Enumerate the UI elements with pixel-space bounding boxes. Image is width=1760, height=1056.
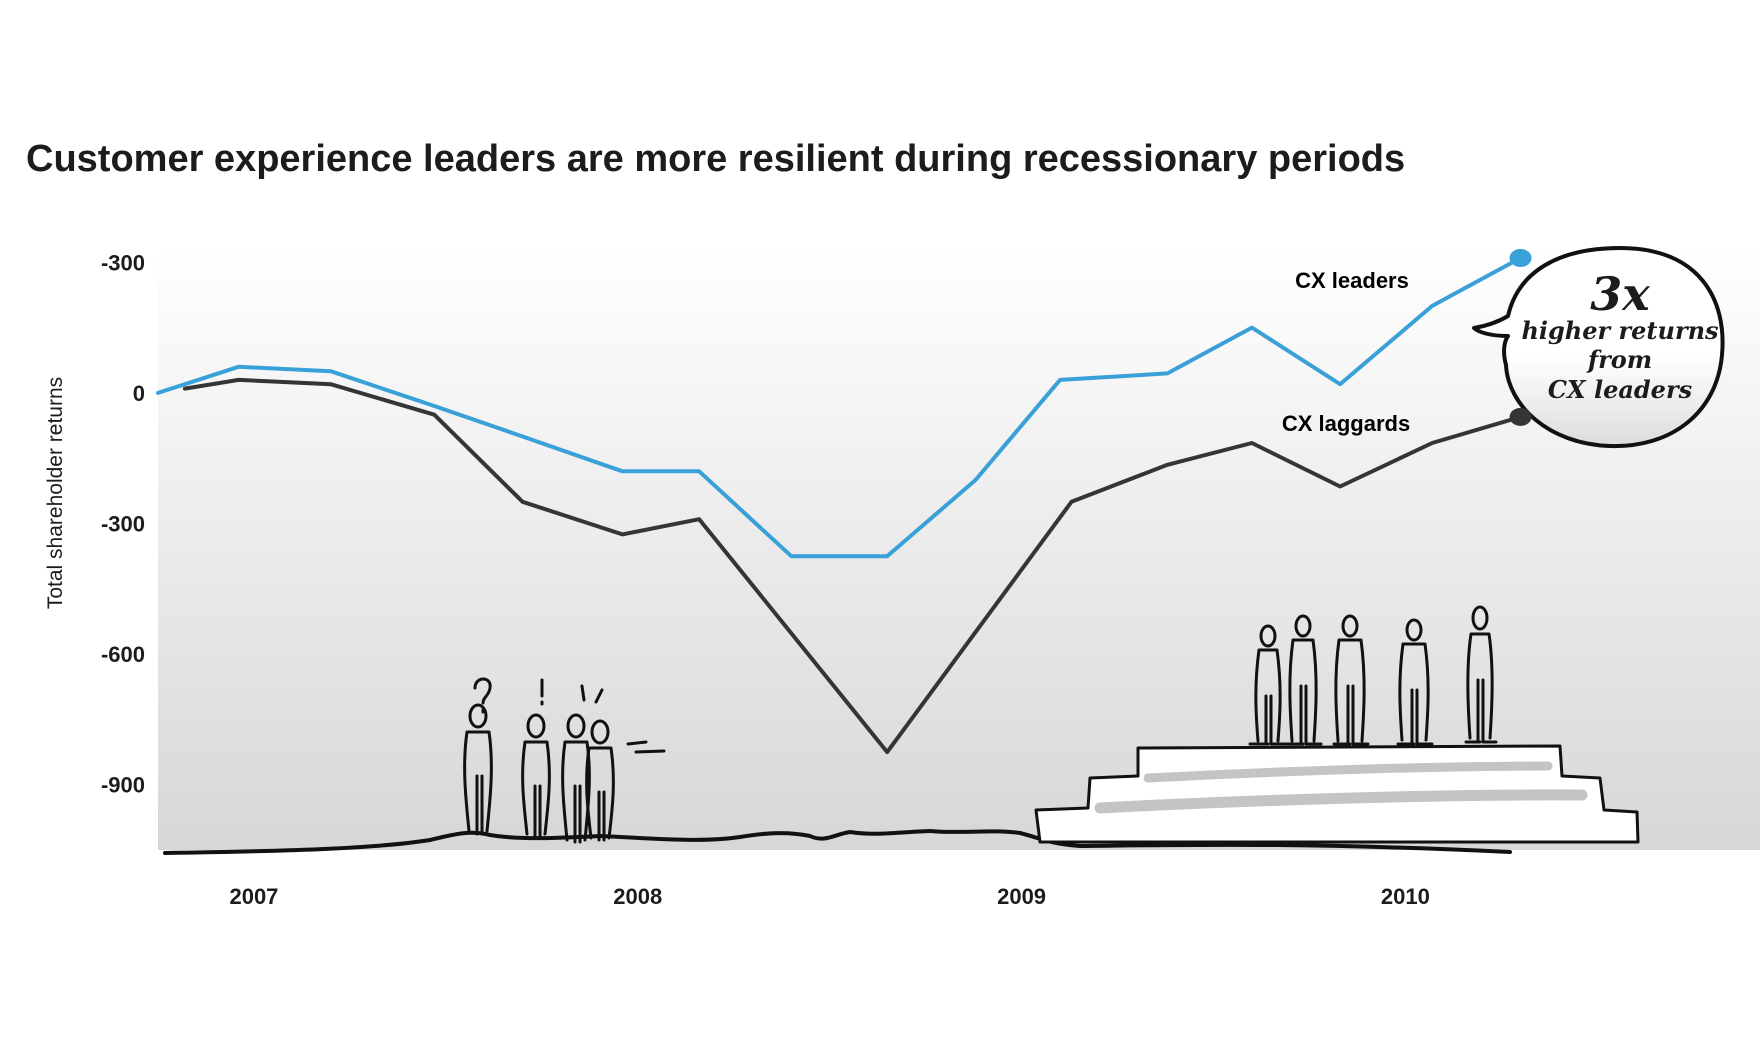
y-tick-label: 0	[133, 381, 145, 406]
callout-line-3: CX leaders	[1548, 375, 1693, 404]
y-axis-label: Total shareholder returns	[44, 377, 67, 609]
series-label-cx-leaders: CX leaders	[1295, 268, 1409, 293]
callout-bubble	[1472, 246, 1725, 449]
series-label-cx-laggards: CX laggards	[1282, 411, 1410, 436]
callout-big-text: 3x	[1590, 267, 1650, 321]
y-tick-label: -600	[101, 642, 145, 667]
crowd-on-podium-illustration	[1248, 605, 1498, 746]
ground-line	[163, 828, 1512, 855]
y-tick-label: -900	[101, 773, 145, 798]
x-tick-label: 2008	[613, 884, 662, 909]
series-end-point-cx-laggards	[1509, 407, 1532, 426]
series-end-point-cx-leaders	[1509, 249, 1532, 267]
series-line-cx-laggards	[182, 377, 1523, 755]
callout-line-1: higher returns	[1521, 316, 1719, 345]
callout-line-2: from	[1586, 345, 1652, 374]
y-tick-label: -300	[101, 250, 145, 275]
podium-illustration	[1034, 744, 1640, 844]
x-tick-label: 2009	[997, 884, 1046, 909]
confused-crowd-illustration	[463, 677, 666, 844]
y-tick-label: -300	[101, 512, 145, 537]
x-tick-label: 2007	[229, 884, 278, 909]
x-tick-label: 2010	[1381, 884, 1430, 909]
page-title: Customer experience leaders are more res…	[26, 138, 1406, 180]
series-line-cx-leaders	[156, 256, 1523, 559]
